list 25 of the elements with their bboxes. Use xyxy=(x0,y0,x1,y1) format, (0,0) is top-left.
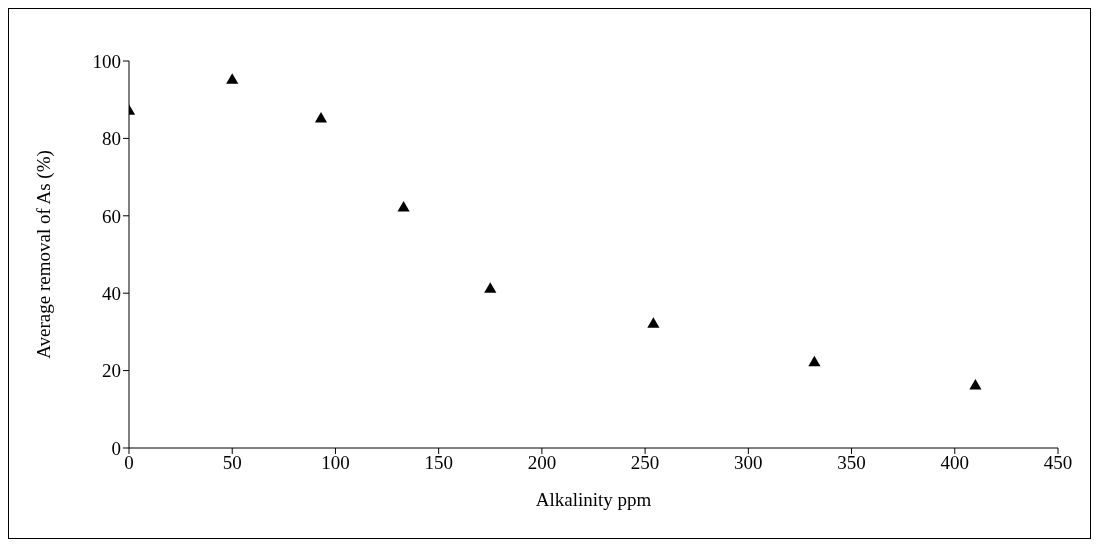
point xyxy=(808,355,821,367)
y-tick-label: 80 xyxy=(102,128,121,150)
x-tick-label: 450 xyxy=(1043,452,1073,474)
y-tick-label: 60 xyxy=(102,205,121,227)
x-tick-label: 200 xyxy=(527,452,557,474)
point xyxy=(226,73,239,84)
y-axis-title: Average removal of As (%) xyxy=(32,150,55,359)
y-tick-label: 100 xyxy=(92,50,121,72)
x-axis-title: Alkalinity ppm xyxy=(535,489,652,510)
x-tick-label: 100 xyxy=(321,452,350,474)
point xyxy=(484,282,497,293)
point xyxy=(397,201,410,212)
x-tick-label: 250 xyxy=(630,452,660,474)
y-tick-label: 0 xyxy=(111,437,121,459)
x-tick-label: 400 xyxy=(940,452,970,474)
x-tick-label: 50 xyxy=(222,452,242,474)
y-tick-label: 20 xyxy=(102,360,121,382)
point xyxy=(647,317,660,328)
y-tick-label: 40 xyxy=(102,282,121,304)
x-tick-label: 350 xyxy=(837,452,866,474)
point xyxy=(969,379,982,390)
x-tick-label: 300 xyxy=(734,452,763,474)
x-tick-label: 150 xyxy=(424,452,453,474)
point xyxy=(314,112,328,123)
chart-frame: 0 50 100 150 200 250 300 350 400 450 Alkalinity ppm 0 20 40 60 80 100 Average removal of As (%) xyxy=(8,8,1091,539)
